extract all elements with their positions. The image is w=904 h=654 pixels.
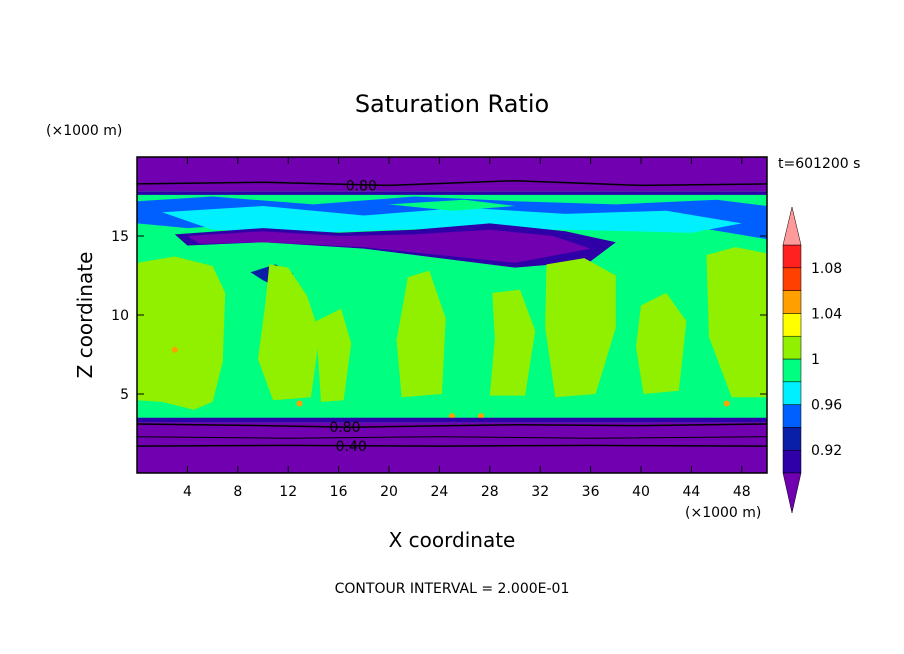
x-tick-label: 24 xyxy=(430,484,448,500)
upper-transition xyxy=(137,191,767,195)
x-tick-label: 40 xyxy=(632,484,650,500)
saturated-plume-8 xyxy=(706,247,767,398)
saturated-plume-4 xyxy=(396,270,446,398)
x-tick-label: 8 xyxy=(233,484,242,500)
upper-dry-layer xyxy=(137,157,767,192)
contour-line-060 xyxy=(137,436,767,439)
supersaturated-spot-2 xyxy=(296,400,303,407)
colorbar-bottom-arrow xyxy=(782,472,802,514)
supersaturated-spot-3 xyxy=(449,413,455,420)
saturated-plume-6 xyxy=(545,258,616,398)
contour-line-080-lower xyxy=(137,423,767,428)
x-axis-title: X coordinate xyxy=(389,528,516,552)
colorbar-top-arrow xyxy=(782,206,802,246)
x-tick-label: 48 xyxy=(733,484,751,500)
y-axis-title: Z coordinate xyxy=(73,252,97,379)
x-tick-label: 16 xyxy=(330,484,348,500)
y-tick-label: 10 xyxy=(111,308,129,324)
x-tick-label: 32 xyxy=(531,484,549,500)
supersaturated-spot-4 xyxy=(477,413,484,420)
colorbar: 0.92 0.96 1 1.04 1.08 xyxy=(782,206,842,514)
dry-intrusion-core xyxy=(187,229,591,263)
upper-cyan-streak xyxy=(162,206,742,233)
x-tick-label: 36 xyxy=(582,484,600,500)
contour-label-2: 0.80 xyxy=(329,420,360,436)
contour-line-080-upper xyxy=(137,179,767,187)
supersaturated-spot-1 xyxy=(171,346,178,353)
x-tick-label: 28 xyxy=(481,484,499,500)
saturated-plume-3 xyxy=(315,308,352,402)
saturated-plume-5 xyxy=(489,289,536,396)
contour-line-040 xyxy=(137,444,767,447)
colorbar-segment xyxy=(782,267,802,291)
saturated-plume-2 xyxy=(258,264,320,401)
colorbar-segment xyxy=(782,449,802,474)
colorbar-segment xyxy=(782,381,802,405)
y-tick-label: 5 xyxy=(120,387,129,403)
colorbar-tick-label: 1.04 xyxy=(811,306,842,322)
saturated-plume-1 xyxy=(137,256,226,410)
colorbar-tick-label: 1 xyxy=(811,352,820,368)
saturated-plume-7 xyxy=(636,292,687,394)
x-unit-label: (×1000 m) xyxy=(685,505,761,521)
supersaturated-spot-6 xyxy=(723,400,730,407)
chart-title: Saturation Ratio xyxy=(355,90,549,118)
contour-interval-note: CONTOUR INTERVAL = 2.000E-01 xyxy=(335,581,570,597)
contour-label-1: 0.80 xyxy=(346,178,377,194)
colorbar-segment xyxy=(782,404,802,428)
colorbar-segment xyxy=(782,358,802,383)
colorbar-segment xyxy=(782,427,802,451)
colorbar-segment xyxy=(782,290,802,314)
colorbar-tick-label: 0.96 xyxy=(811,398,842,414)
lower-transition xyxy=(137,417,767,423)
x-tick-label: 4 xyxy=(183,484,192,500)
x-tick-label: 44 xyxy=(682,484,700,500)
colorbar-tick-label: 1.08 xyxy=(811,261,842,277)
colorbar-tick-label: 0.92 xyxy=(811,443,842,459)
x-axis-ticks: 4 8 12 16 20 24 28 32 36 40 44 48 xyxy=(183,157,751,500)
time-label: t=601200 s xyxy=(778,156,860,172)
contour-field: 0.80 0.80 0.40 xyxy=(137,157,767,473)
upper-green-patch xyxy=(389,199,515,211)
x-tick-label: 20 xyxy=(380,484,398,500)
y-unit-label: (×1000 m) xyxy=(46,123,122,139)
contour-label-3: 0.40 xyxy=(336,439,367,455)
colorbar-segment xyxy=(782,313,802,337)
lower-dry-layer xyxy=(137,422,767,473)
colorbar-segment xyxy=(782,244,802,269)
y-tick-label: 15 xyxy=(111,229,129,245)
x-tick-label: 12 xyxy=(279,484,297,500)
y-axis-ticks: 5 10 15 xyxy=(111,229,767,403)
colorbar-segment xyxy=(782,335,802,360)
